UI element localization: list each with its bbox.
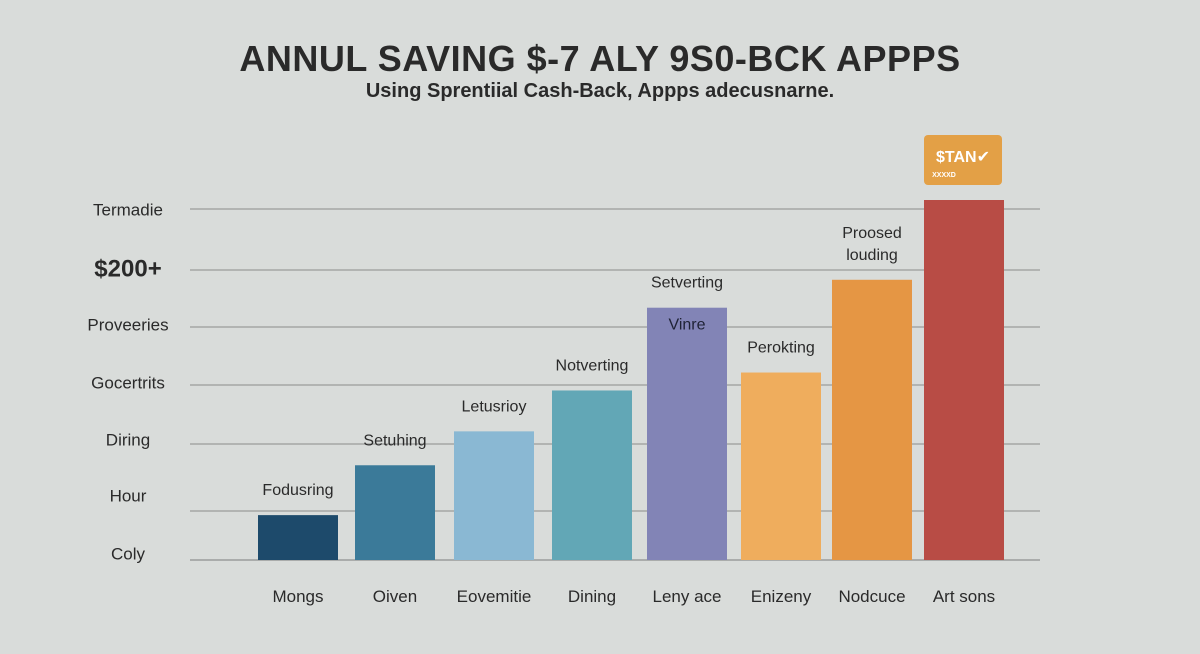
bar-inner-label: Vinre: [668, 317, 705, 334]
bar-value-label: Perokting: [747, 340, 815, 357]
bar-value-label: Setverting: [651, 275, 723, 292]
bars: [258, 200, 1004, 560]
top-badge: $TAN✔ XXXXD: [924, 135, 1002, 185]
y-axis-label: Coly: [111, 544, 146, 563]
bar-value-label: Letusrioy: [462, 398, 527, 415]
y-axis-label: $200+: [94, 255, 161, 282]
x-axis-label: Eovemitie: [457, 587, 532, 606]
x-axis-labels: Mongs Oiven Eovemitie Dining Leny ace Enizeny…: [272, 587, 995, 606]
x-axis-label: Mongs: [272, 587, 323, 606]
bar-value-label: Proosed: [842, 225, 902, 242]
x-axis-label: Nodcuce: [838, 587, 905, 606]
badge-background: [924, 135, 1002, 185]
badge-sub-text: XXXXD: [932, 172, 956, 179]
x-axis-label: Art sons: [933, 587, 995, 606]
y-axis-label: Hour: [110, 486, 147, 505]
bar-5: [741, 372, 821, 560]
bar-7: [924, 200, 1004, 560]
y-axis-labels: Termadie $200+ Proveeries Gocertrits Diring H…: [87, 200, 168, 563]
x-axis-label: Enizeny: [751, 587, 812, 606]
bar-0: [258, 515, 338, 560]
bar-2: [454, 431, 534, 560]
bar-4: [647, 307, 727, 560]
y-axis-label: Gocertrits: [91, 373, 165, 392]
x-axis-label: Leny ace: [653, 587, 722, 606]
bar-value-label: Fodusring: [262, 482, 333, 499]
bar-6: [832, 279, 912, 560]
x-axis-label: Dining: [568, 587, 616, 606]
chart-subtitle: Using Sprentiial Cash-Back, Appps adecus…: [365, 80, 835, 102]
bar-value-labels: Fodusring Setuhing Letusrioy Notverting Setv…: [262, 225, 901, 499]
chart-title: ANNUL SAVING $-7 ALY 9S0-BCK APPPS: [239, 38, 961, 79]
bar-value-label: Notverting: [556, 357, 629, 374]
y-axis-label: Diring: [106, 430, 150, 449]
bar-value-label: louding: [846, 247, 898, 264]
bar-1: [355, 465, 435, 560]
bar-3: [552, 390, 632, 560]
badge-main-text: $TAN✔: [936, 149, 990, 166]
x-axis-label: Oiven: [373, 587, 417, 606]
bar-value-label: Setuhing: [363, 432, 426, 449]
y-axis-label: Proveeries: [87, 315, 168, 334]
y-axis-label: Termadie: [93, 200, 163, 219]
